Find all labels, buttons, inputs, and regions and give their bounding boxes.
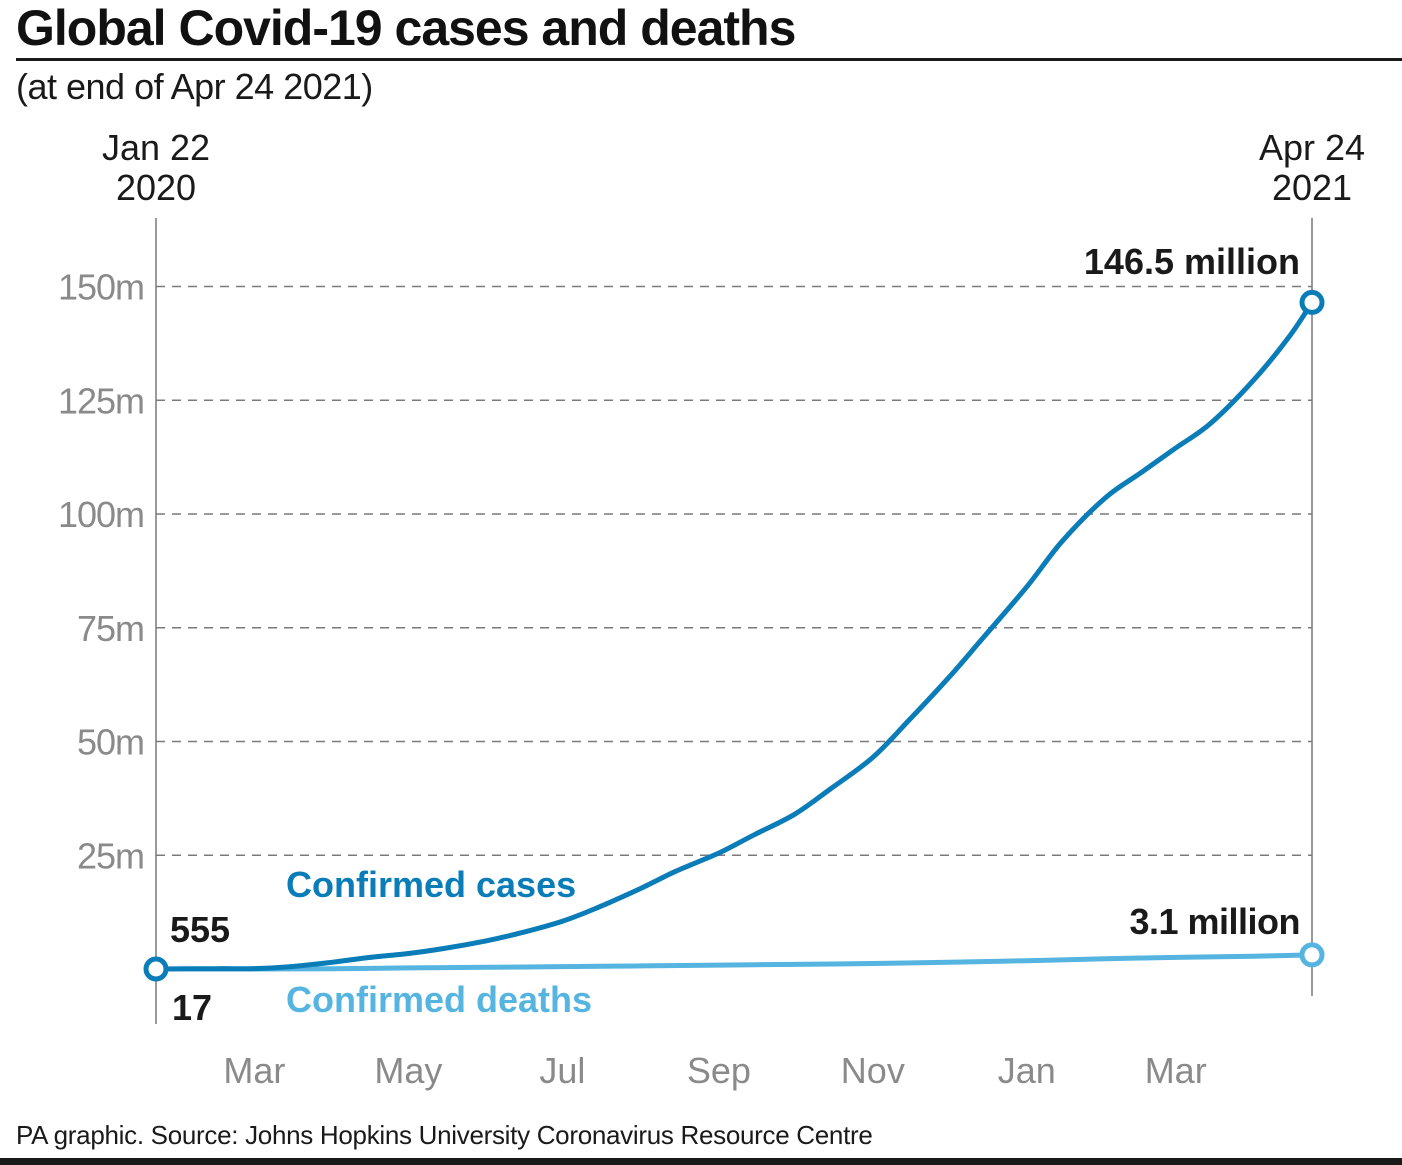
y-tick-label: 100m	[58, 494, 144, 535]
y-tick-label: 75m	[77, 608, 144, 649]
footer-rule	[0, 1158, 1402, 1165]
x-tick-label: Mar	[1145, 1050, 1207, 1091]
deaths-start-value: 17	[172, 987, 212, 1028]
y-tick-label: 125m	[58, 380, 144, 421]
x-tick-label: Jan	[998, 1050, 1056, 1091]
start-year-label: 2020	[116, 167, 196, 208]
deaths-line	[153, 952, 1315, 972]
end-date-label: Apr 24	[1259, 127, 1365, 168]
deaths-series-label: Confirmed deaths	[286, 979, 592, 1020]
x-tick-label: May	[374, 1050, 442, 1091]
cases-line	[153, 299, 1315, 972]
end-year-label: 2021	[1272, 167, 1352, 208]
y-tick-label: 50m	[77, 722, 144, 763]
cases-series-label: Confirmed cases	[286, 864, 576, 905]
x-tick-label: Nov	[841, 1050, 905, 1091]
chart-subtitle: (at end of Apr 24 2021)	[16, 66, 373, 107]
y-tick-label: 150m	[58, 267, 144, 308]
chart-area: 25m 50m 75m 100m 125m 150m Mar May Jul Sep Nov Jan M…	[58, 127, 1365, 1091]
cases-start-marker	[143, 956, 169, 982]
source-note: PA graphic. Source: Johns Hopkins Univer…	[16, 1120, 873, 1150]
deaths-end-marker	[1299, 942, 1325, 968]
x-tick-label: Jul	[539, 1050, 585, 1091]
cases-start-value: 555	[170, 909, 230, 950]
cases-end-value: 146.5 million	[1084, 241, 1300, 282]
title-rule	[16, 58, 1402, 61]
x-tick-label: Sep	[687, 1050, 751, 1091]
y-tick-label: 25m	[77, 835, 144, 876]
deaths-end-value: 3.1 million	[1129, 901, 1300, 942]
x-tick-label: Mar	[223, 1050, 285, 1091]
cases-end-marker	[1299, 289, 1325, 315]
start-date-label: Jan 22	[102, 127, 210, 168]
chart-title: Global Covid-19 cases and deaths	[16, 0, 796, 56]
